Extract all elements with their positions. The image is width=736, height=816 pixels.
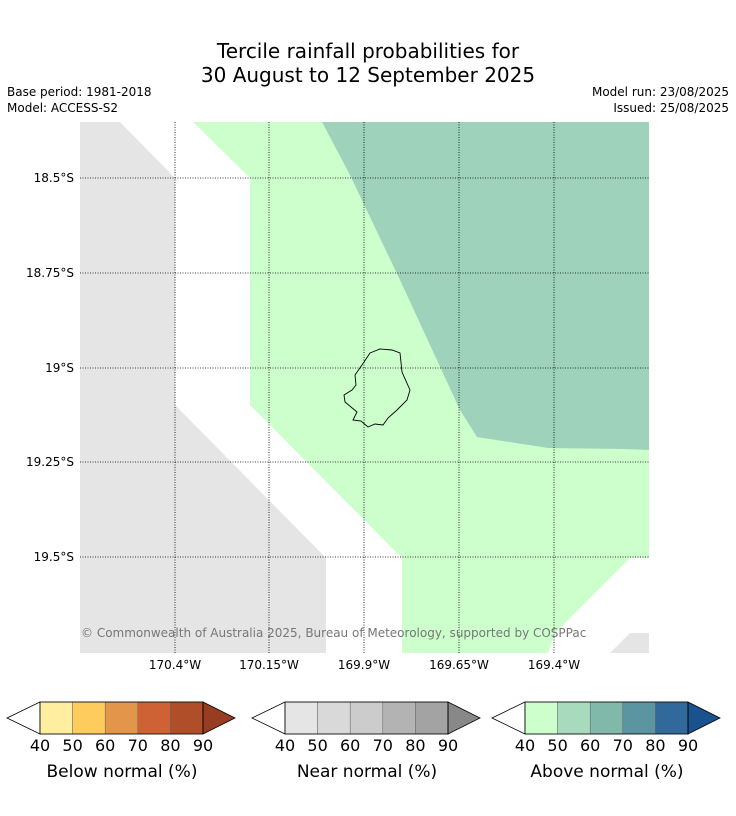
legend-tick-label: 80 [645,736,666,755]
legend-below-normal-title: Below normal (%) [46,762,198,782]
legend-tick-label: 40 [274,736,296,755]
legend-max-arrow [202,701,236,735]
latitude-label: 18.5°S [34,171,74,185]
legend-tick-label: 90 [192,736,214,755]
probability-map: 18.5°S18.75°S19°S19.25°S19.5°S 170.4°W 17… [26,122,649,672]
legend-above-normal-bar [491,701,721,735]
legend-tick-label: 60 [580,736,601,755]
latitude-label: 19.25°S [26,455,74,469]
legend-below-normal: 40 50 60 70 80 90 Below normal (%) [6,700,238,810]
map-title-line1: Tercile rainfall probabilities for [216,39,520,63]
legend-swatch [524,701,558,735]
legend-outline [284,701,449,735]
near-normal-region-left [80,122,326,653]
longitude-label: 170.15°W [239,658,299,672]
legend-tick-label: 90 [677,736,699,755]
legend-min-arrow [6,701,41,735]
latitude-label: 18.75°S [26,266,74,280]
legend-tick-label: 70 [372,736,393,755]
longitude-label: 170.4°W [149,658,201,672]
longitude-label: 169.65°W [429,658,489,672]
legend-swatch [557,701,591,735]
legend-swatch [349,701,384,735]
model-name: Model: ACCESS-S2 [7,101,119,115]
legend-tick-label: 80 [160,736,181,755]
legend-swatch [284,701,318,735]
legend-swatch [170,701,204,735]
legend-outline [524,701,689,735]
longitude-label: 169.9°W [338,658,390,672]
legend-near-normal: 40 50 60 70 80 90 Near normal (%) [251,700,483,810]
legend-swatch [72,701,106,735]
latitude-label: 19°S [45,361,74,375]
legend-tick-label: 50 [547,736,568,755]
latitude-label: 19.5°S [34,550,74,564]
legend-swatch [415,701,449,735]
legend-max-arrow [447,701,481,735]
legend-near-normal-bar [251,701,481,735]
legend-tick-label: 50 [307,736,328,755]
issued-date: Issued: 25/08/2025 [613,101,729,115]
legend-above-normal: 40 50 60 70 80 90 Above normal (%) [491,700,723,810]
legend-tick-label: 80 [405,736,426,755]
legend-below-normal-bar [6,701,236,735]
legend-max-arrow [687,701,721,735]
longitude-labels: 170.4°W 170.15°W 169.9°W 169.65°W 169.4°W [149,658,580,672]
near-normal-region-corner [610,633,649,653]
legend-tick-label: 50 [62,736,83,755]
legend-tick-label: 60 [95,736,116,755]
base-period: Base period: 1981-2018 [7,85,152,99]
legend-tick-label: 70 [127,736,148,755]
legend-min-arrow [491,701,526,735]
longitude-label: 169.4°W [528,658,580,672]
legend-outline [39,701,204,735]
latitude-labels: 18.5°S 18.75°S 19°S 19.25°S 19.5°S [26,171,74,564]
legend-tick-label: 70 [612,736,633,755]
copyright-notice: © Commonwealth of Australia 2025, Bureau… [81,626,586,640]
legend-swatch [137,701,171,735]
legend-swatch [589,701,624,735]
map-title-line2: 30 August to 12 September 2025 [200,63,536,87]
island-outline [343,348,411,428]
legend-min-arrow [251,701,286,735]
legend-tick-label: 40 [29,736,51,755]
legend-swatch [39,701,73,735]
legend-swatch [655,701,689,735]
legend-near-normal-title: Near normal (%) [296,762,438,782]
legend-tick-label: 60 [340,736,361,755]
legend-swatch [622,701,656,735]
legend-swatch [317,701,351,735]
legend-tick-label: 40 [514,736,536,755]
legend-tick-label: 90 [437,736,459,755]
legend-above-normal-title: Above normal (%) [530,762,684,782]
legend-swatch [104,701,139,735]
above-normal-60-region [322,122,649,450]
gridlines [80,122,649,653]
legend-swatch [382,701,416,735]
model-run: Model run: 23/08/2025 [591,85,729,99]
